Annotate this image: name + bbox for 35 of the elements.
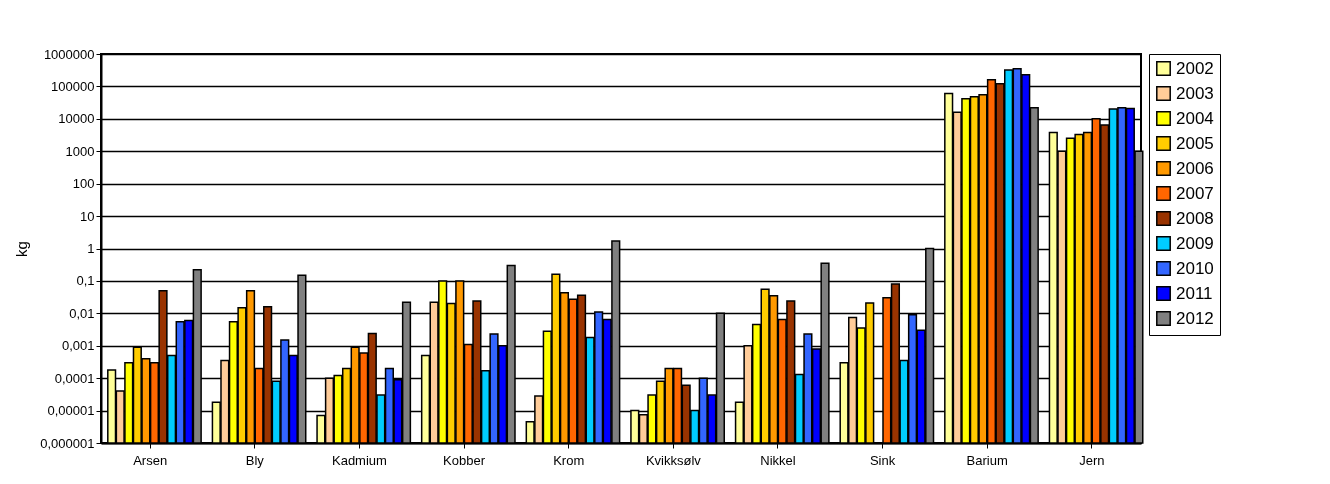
- legend-label: 2004: [1176, 108, 1214, 128]
- y-tick-label: 1: [87, 241, 95, 256]
- legend-label: 2010: [1176, 258, 1214, 278]
- legend-label: 2012: [1176, 308, 1214, 328]
- y-tick-label: 0,000001: [40, 435, 95, 451]
- legend-label: 2006: [1176, 158, 1214, 178]
- x-tick-label: Bly: [245, 452, 265, 468]
- y-tick-label: 0,1: [76, 273, 95, 289]
- x-tick-label: Jern: [1079, 452, 1105, 468]
- legend-label: 2005: [1176, 133, 1214, 153]
- legend-label: 2008: [1176, 208, 1214, 228]
- legend-label: 2009: [1176, 233, 1214, 253]
- x-tick-label: Nikkel: [760, 452, 796, 468]
- legend-label: 2002: [1176, 58, 1214, 78]
- y-tick-label: 100000: [51, 78, 95, 94]
- y-tick-label: 10000: [58, 111, 95, 127]
- y-tick-label: 0,0001: [54, 370, 95, 386]
- y-tick-label: 0,01: [69, 305, 95, 321]
- x-tick-label: Sink: [869, 452, 896, 468]
- x-tick-label: Krom: [553, 452, 585, 468]
- y-tick-label: 0,001: [61, 338, 95, 354]
- y-tick-label: 1000000: [43, 46, 95, 62]
- y-tick-label: 0,00001: [47, 403, 95, 419]
- y-tick-label: 100: [72, 176, 95, 192]
- y-tick-label: 10: [80, 208, 95, 224]
- x-tick-label: Kobber: [443, 452, 486, 468]
- x-tick-label: Kvikksølv: [645, 452, 702, 468]
- legend-label: 2003: [1176, 83, 1214, 103]
- legend-label: 2011: [1176, 283, 1213, 303]
- y-tick-label: 1000: [65, 143, 95, 159]
- y-axis-title: kg: [13, 241, 31, 257]
- legend-label: 2007: [1176, 183, 1214, 203]
- x-tick-label: Arsen: [133, 452, 168, 468]
- x-tick-label: Kadmium: [331, 452, 387, 468]
- x-tick-label: Barium: [966, 452, 1008, 468]
